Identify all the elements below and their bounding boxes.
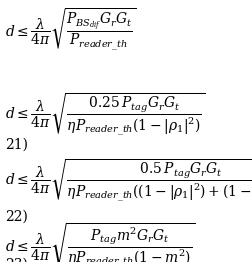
Text: 23): 23) [5,258,28,262]
Text: $d \leq \dfrac{\lambda}{4\pi}\sqrt{\dfrac{0.5\, P_{tag}G_rG_t}{\eta P_{reader\_t: $d \leq \dfrac{\lambda}{4\pi}\sqrt{\dfra… [5,157,252,204]
Text: 21): 21) [5,138,28,151]
Text: $d \leq \dfrac{\lambda}{4\pi}\sqrt{\dfrac{0.25\, P_{tag}G_rG_t}{\eta P_{reader\_: $d \leq \dfrac{\lambda}{4\pi}\sqrt{\dfra… [5,92,205,138]
Text: $d \leq \dfrac{\lambda}{4\pi}\sqrt{\dfrac{P_{BS_{dif}}G_rG_t}{P_{reader\_th}}}$: $d \leq \dfrac{\lambda}{4\pi}\sqrt{\dfra… [5,7,136,52]
Text: 22): 22) [5,210,28,223]
Text: $d \leq \dfrac{\lambda}{4\pi}\sqrt{\dfrac{P_{tag}m^2G_rG_t}{\eta P_{reader\_th}(: $d \leq \dfrac{\lambda}{4\pi}\sqrt{\dfra… [5,221,196,262]
